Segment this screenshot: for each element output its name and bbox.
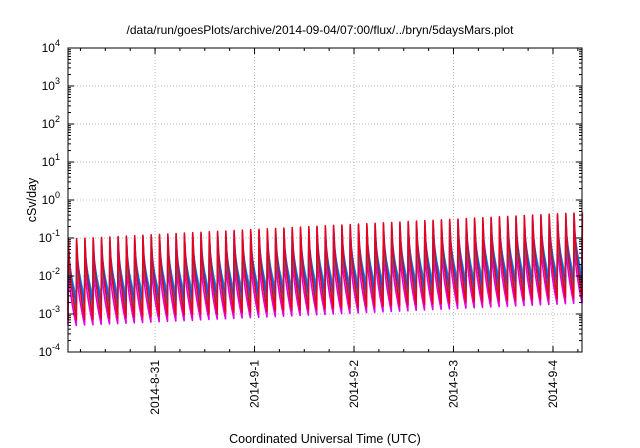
y-axis: 10-4 10-3 10-2 10-1 100 101 102 103 104 (39, 38, 582, 359)
y-tick-label: 10-1 (39, 228, 60, 245)
x-axis-label: Coordinated Universal Time (UTC) (229, 432, 421, 446)
x-tick-label: 2014-9-1 (248, 360, 262, 408)
y-tick-label: 103 (42, 76, 60, 93)
y-tick-label: 10-2 (39, 266, 60, 283)
x-tick-label: 2014-9-4 (546, 360, 560, 408)
y-tick-label: 101 (42, 152, 60, 169)
y-tick-label: 104 (42, 38, 60, 55)
x-tick-label: 2014-9-2 (347, 360, 361, 408)
y-tick-label: 102 (42, 114, 60, 131)
y-tick-label: 10-3 (39, 304, 60, 321)
y-tick-label: 10-4 (39, 342, 60, 359)
y-axis-label: cSv/day (25, 177, 39, 222)
series-lines (67, 212, 584, 327)
x-axis: 2014-8-31 2014-9-1 2014-9-2 2014-9-3 2014-9-… (79, 48, 579, 415)
y-tick-label: 100 (42, 190, 60, 207)
chart-title: /data/run/goesPlots/archive/2014-09-04/0… (127, 23, 515, 37)
x-tick-label: 2014-9-3 (447, 360, 461, 408)
x-tick-label: 2014-8-31 (148, 360, 162, 415)
series-line (67, 212, 584, 321)
